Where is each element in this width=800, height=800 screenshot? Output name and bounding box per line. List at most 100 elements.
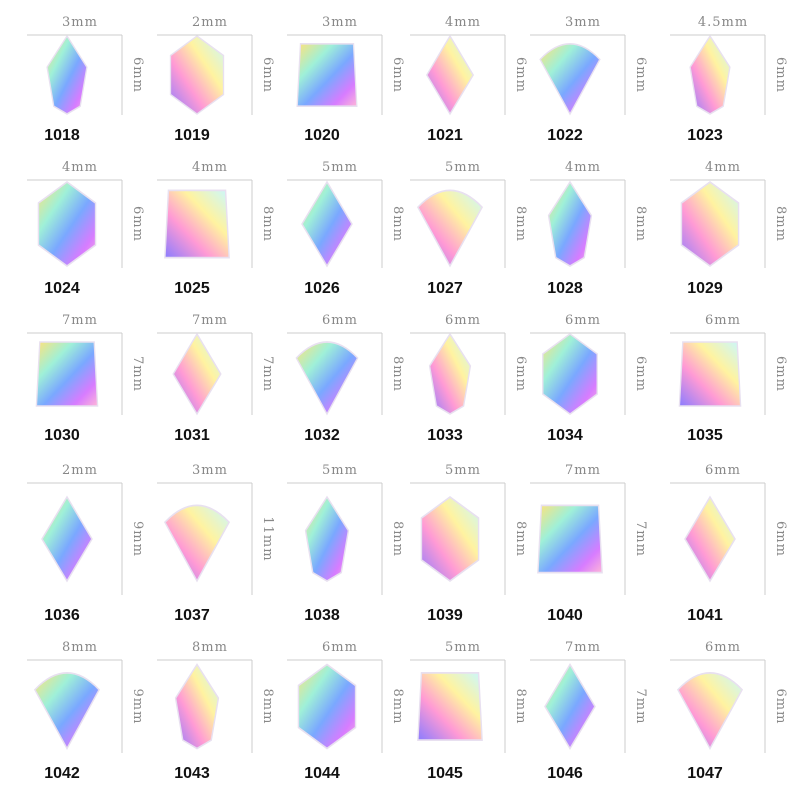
- height-label: 6mm: [130, 57, 145, 93]
- height-label: 6mm: [513, 356, 528, 392]
- height-label: 8mm: [390, 206, 405, 242]
- width-label: 7mm: [565, 463, 601, 478]
- rhinestone: [163, 504, 231, 583]
- rhinestone: [35, 341, 99, 407]
- height-label: 7mm: [260, 356, 275, 392]
- width-label: 5mm: [322, 463, 358, 478]
- height-label: 6mm: [633, 57, 648, 93]
- item-code: 1037: [174, 607, 210, 624]
- width-label: 3mm: [192, 463, 228, 478]
- item-code: 1045: [427, 765, 463, 782]
- rhinestone: [420, 496, 480, 582]
- rhinestone: [416, 189, 484, 268]
- width-label: 7mm: [565, 640, 601, 655]
- item-code: 1032: [304, 427, 340, 444]
- rhinestone: [428, 332, 472, 415]
- height-label: 8mm: [513, 689, 528, 725]
- rhinestone: [542, 333, 598, 415]
- rhinestone: [689, 34, 731, 115]
- width-label: 4mm: [62, 160, 98, 175]
- width-label: 8mm: [62, 640, 98, 655]
- width-label: 5mm: [322, 160, 358, 175]
- height-label: 6mm: [633, 356, 648, 392]
- item-code: 1043: [174, 765, 210, 782]
- height-label: 6mm: [513, 57, 528, 93]
- rhinestone: [678, 341, 742, 407]
- width-label: 3mm: [62, 15, 98, 30]
- item-code: 1035: [687, 427, 723, 444]
- item-code: 1018: [44, 127, 80, 144]
- rhinestone: [417, 672, 483, 741]
- height-label: 8mm: [513, 521, 528, 557]
- rhinestone: [301, 180, 353, 268]
- rhinestone: [547, 180, 593, 267]
- item-code: 1031: [174, 427, 210, 444]
- item-code: 1046: [547, 765, 583, 782]
- item-code: 1022: [547, 127, 583, 144]
- height-label: 6mm: [130, 206, 145, 242]
- item-code: 1028: [547, 280, 583, 297]
- width-label: 4mm: [192, 160, 228, 175]
- height-label: 8mm: [513, 206, 528, 242]
- width-label: 3mm: [565, 15, 601, 30]
- height-label: 8mm: [390, 356, 405, 392]
- rhinestone: [684, 495, 736, 583]
- height-label: 6mm: [773, 356, 788, 392]
- rhinestone: [296, 43, 358, 107]
- item-code: 1042: [44, 765, 80, 782]
- rhinestone: [164, 189, 230, 259]
- rhinestone: [46, 34, 88, 115]
- height-label: 6mm: [260, 57, 275, 93]
- width-label: 6mm: [705, 640, 741, 655]
- height-label: 9mm: [130, 689, 145, 725]
- height-label: 7mm: [633, 689, 648, 725]
- rhinestone: [169, 35, 225, 115]
- height-label: 7mm: [130, 356, 145, 392]
- rhinestone: [172, 332, 222, 416]
- width-label: 6mm: [445, 313, 481, 328]
- item-code: 1047: [687, 765, 723, 782]
- rhinestone: [425, 34, 475, 116]
- rhinestone: [304, 495, 350, 582]
- item-code: 1024: [44, 280, 80, 297]
- rhinestone: [544, 663, 596, 750]
- width-label: 2mm: [62, 463, 98, 478]
- item-code: 1020: [304, 127, 340, 144]
- item-code: 1044: [304, 765, 340, 782]
- width-label: 6mm: [322, 640, 358, 655]
- width-label: 5mm: [445, 640, 481, 655]
- item-code: 1025: [174, 280, 210, 297]
- width-label: 7mm: [62, 313, 98, 328]
- rhinestone: [537, 504, 603, 574]
- item-code: 1023: [687, 127, 723, 144]
- item-code: 1026: [304, 280, 340, 297]
- width-label: 5mm: [445, 160, 481, 175]
- rhinestone: [174, 663, 220, 750]
- width-label: 8mm: [192, 640, 228, 655]
- item-code: 1021: [427, 127, 463, 144]
- item-code: 1038: [304, 607, 340, 624]
- rhinestone: [295, 341, 359, 416]
- item-code: 1040: [547, 607, 583, 624]
- width-label: 2mm: [192, 15, 228, 30]
- item-code: 1029: [687, 280, 723, 297]
- width-label: 6mm: [322, 313, 358, 328]
- rhinestone: [37, 181, 97, 267]
- rhinestone: [680, 181, 740, 267]
- height-label: 8mm: [260, 206, 275, 242]
- item-code: 1027: [427, 280, 463, 297]
- item-code: 1036: [44, 607, 80, 624]
- width-label: 6mm: [565, 313, 601, 328]
- item-code: 1041: [687, 607, 723, 624]
- item-code: 1019: [174, 127, 210, 144]
- height-label: 8mm: [633, 206, 648, 242]
- height-label: 6mm: [773, 57, 788, 93]
- height-label: 9mm: [130, 521, 145, 557]
- height-label: 6mm: [773, 689, 788, 725]
- height-label: 8mm: [390, 689, 405, 725]
- height-label: 8mm: [260, 689, 275, 725]
- width-label: 4mm: [565, 160, 601, 175]
- item-code: 1039: [427, 607, 463, 624]
- height-label: 8mm: [773, 206, 788, 242]
